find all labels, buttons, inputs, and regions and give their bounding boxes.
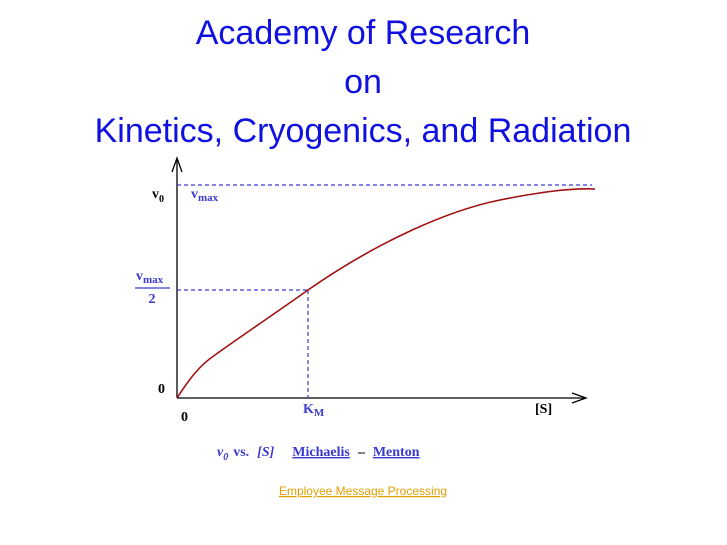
vmax-sub: max: [198, 192, 219, 204]
km-base: K: [303, 402, 314, 417]
caption-link[interactable]: Michaelis: [292, 445, 350, 460]
half-base: v: [136, 269, 143, 284]
half-denominator: 2: [149, 292, 156, 307]
title-line: Kinetics, Cryogenics, and Radiation: [95, 112, 632, 150]
y-label: v0: [152, 187, 164, 205]
km-label: KM: [303, 402, 325, 419]
y-arrow: [171, 156, 183, 173]
curve: [176, 188, 596, 399]
x-label: [S]: [535, 402, 552, 417]
x-origin: 0: [181, 410, 188, 425]
vmax-base: v: [191, 187, 198, 202]
km-sub: M: [314, 407, 325, 419]
caption-s: [S]: [257, 445, 274, 460]
y-label-sub: 0: [159, 194, 164, 205]
half-sub: max: [143, 274, 164, 286]
caption-v-sub: 0: [223, 452, 228, 463]
title-line: on: [344, 63, 382, 101]
caption-link[interactable]: Menton: [373, 445, 420, 460]
caption: v0 vs. [S] Michaelis – Menton: [217, 445, 420, 463]
y-label-base: v: [152, 187, 159, 202]
caption-vs: vs.: [233, 445, 249, 460]
x-arrow: [571, 392, 588, 404]
y-origin: 0: [158, 382, 165, 397]
title-line: Academy of Research: [196, 14, 531, 52]
caption-dash: –: [357, 445, 366, 460]
vmax-label: vmax: [191, 187, 219, 204]
caption-v: v: [217, 445, 224, 460]
half-numerator: vmax: [136, 269, 164, 286]
footer-link[interactable]: Employee Message Processing: [279, 484, 447, 498]
